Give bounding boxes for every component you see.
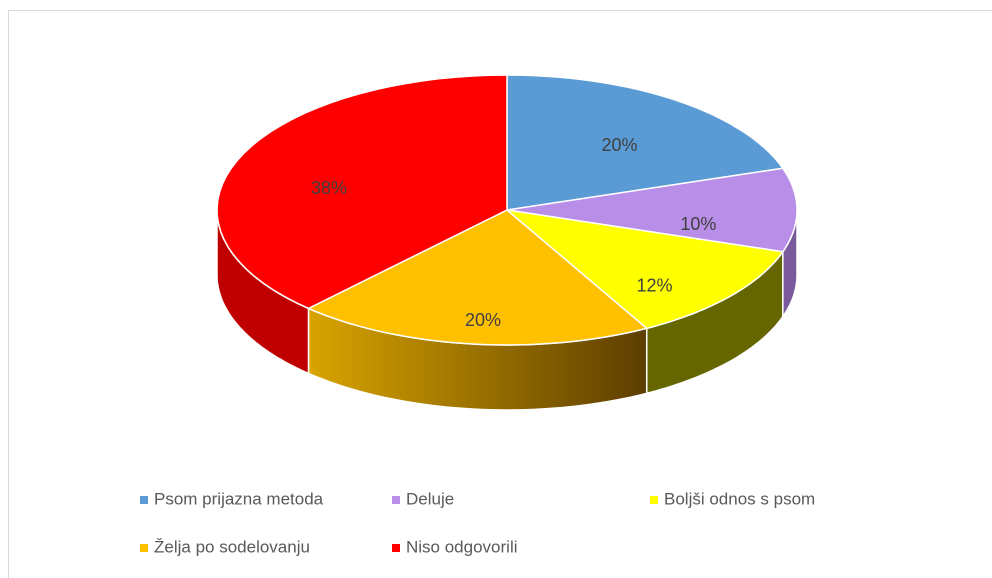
legend-label: Boljši odnos s psom — [664, 489, 815, 508]
legend-label: Niso odgovorili — [406, 537, 518, 556]
pie-slice — [506, 167, 798, 253]
legend-label: Psom prijazna metoda — [154, 489, 324, 508]
data-label: 38% — [311, 178, 347, 198]
data-label: 10% — [680, 214, 716, 234]
pie-slice — [306, 209, 649, 346]
legend-marker — [650, 496, 658, 504]
legend-marker — [140, 544, 148, 552]
legend-marker — [392, 544, 400, 552]
legend-marker — [140, 496, 148, 504]
data-label: 20% — [601, 135, 637, 155]
legend-label: Želja po sodelovanju — [154, 537, 310, 556]
legend-marker — [392, 496, 400, 504]
pie-slice — [504, 208, 785, 330]
pie-slice — [216, 74, 508, 310]
legend-label: Deluje — [406, 489, 454, 508]
data-label: 20% — [465, 310, 501, 330]
pie-slice — [506, 74, 785, 211]
data-label: 12% — [636, 276, 672, 296]
